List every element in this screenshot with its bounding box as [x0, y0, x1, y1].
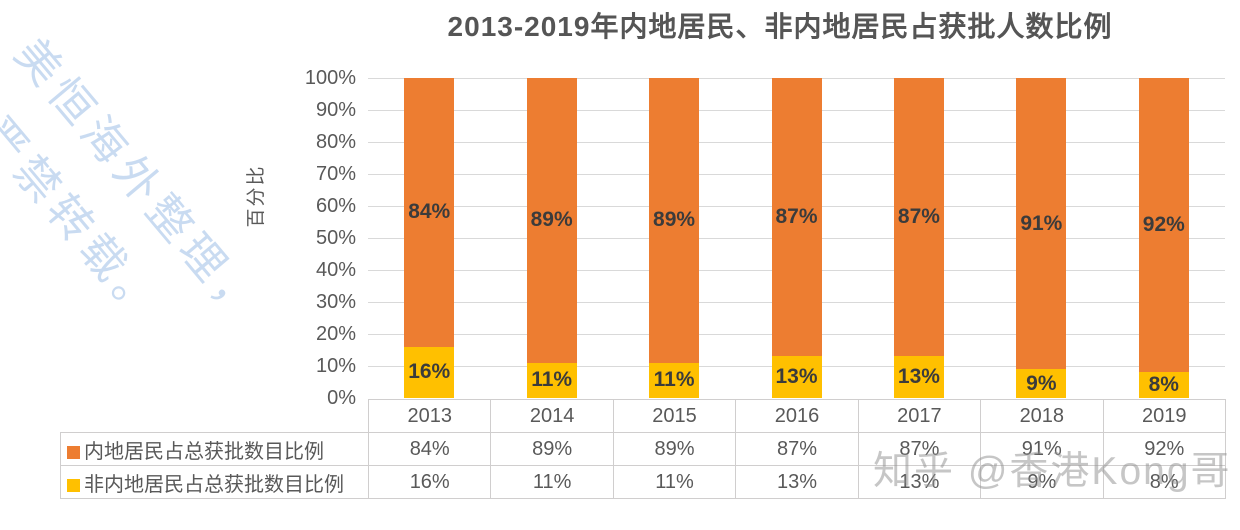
bar-segment-series2-2015: 11%: [649, 362, 700, 398]
bar-segment-series2-2014: 11%: [526, 362, 577, 398]
table-cell-value: 11%: [490, 465, 614, 499]
x-axis-label: 2014: [490, 399, 614, 433]
y-tick-label: 60%: [315, 195, 356, 217]
x-axis-label: 2015: [612, 399, 737, 433]
bar-segment-series2-2017: 13%: [893, 356, 944, 398]
data-label: 91%: [1020, 211, 1063, 235]
plot-area: 84% 16% 89% 11% 89% 11% 87% 13% 87% 13% 91% 9% 92% 8%: [368, 78, 1225, 398]
data-label: 84%: [408, 200, 451, 224]
data-label: 13%: [775, 365, 818, 389]
table-row-series1: 内地居民占总获批数目比例 84% 89% 89% 87% 87% 91% 92%: [60, 432, 1226, 466]
bar-segment-series2-2018: 9%: [1016, 369, 1067, 398]
bar-2014: 89% 11%: [526, 78, 577, 398]
legend-label: 非内地居民占总获批数目比例: [60, 465, 369, 499]
diagonal-watermark-line2: 严禁转载。: [0, 107, 173, 335]
table-row-series2: 非内地居民占总获批数目比例 16% 11% 11% 13% 13% 9% 8%: [60, 465, 1226, 499]
table-cell-value: 89%: [612, 432, 737, 466]
table-cell-value: 8%: [1102, 465, 1226, 499]
table-cell-value: 87%: [857, 432, 982, 466]
bar-segment-series1-2014: 89%: [526, 78, 577, 363]
data-label: 8%: [1148, 373, 1179, 397]
x-axis-label: 2017: [857, 399, 982, 433]
data-label: 9%: [1026, 371, 1057, 395]
y-tick-label: 100%: [304, 67, 356, 89]
data-label: 89%: [653, 208, 696, 232]
y-tick-label: 20%: [315, 323, 356, 345]
data-label: 89%: [530, 208, 573, 232]
x-axis-label: 2018: [980, 399, 1104, 433]
data-label: 11%: [531, 368, 573, 392]
chart-title: 2013-2019年内地居民、非内地居民占获批人数比例: [447, 11, 1113, 42]
bar-segment-series1-2013: 84%: [404, 78, 455, 347]
bar-segment-series2-2013: 16%: [404, 346, 455, 398]
table-cell-value: 92%: [1102, 432, 1226, 466]
table-cell-value: 91%: [980, 432, 1104, 466]
y-tick-label: 0%: [327, 387, 356, 409]
table-cell-value: 11%: [612, 465, 737, 499]
table-cell-value: 89%: [490, 432, 614, 466]
legend-color-swatch-icon: [67, 445, 80, 459]
bar-2015: 89% 11%: [649, 78, 700, 398]
bar-2016: 87% 13%: [771, 78, 822, 398]
y-tick-label: 30%: [315, 291, 356, 313]
y-tick-label: 90%: [315, 99, 356, 121]
x-axis-label: 2016: [735, 399, 859, 433]
bar-2013: 84% 16%: [404, 78, 455, 398]
bar-segment-series1-2018: 91%: [1016, 78, 1067, 370]
table-cell-value: 13%: [857, 465, 982, 499]
data-label: 11%: [653, 368, 695, 392]
table-cell-value: 16%: [367, 465, 492, 499]
y-tick-label: 40%: [315, 259, 356, 281]
table-cell-value: 87%: [735, 432, 859, 466]
y-tick-label: 10%: [315, 355, 356, 377]
y-tick-label: 70%: [315, 163, 356, 185]
bar-2019: 92% 8%: [1138, 78, 1189, 398]
y-tick-label: 80%: [315, 131, 356, 153]
data-label: 13%: [897, 365, 940, 389]
bar-segment-series1-2017: 87%: [893, 78, 944, 357]
x-axis-label: 2019: [1102, 399, 1226, 433]
bar-2018: 91% 9%: [1016, 78, 1067, 398]
legend-label: 内地居民占总获批数目比例: [60, 432, 369, 466]
data-table: 2013 2014 2015 2016 2017 2018 2019 内地居民占总获批数目比例…: [60, 399, 1226, 499]
bar-segment-series1-2015: 89%: [649, 78, 700, 363]
data-label: 92%: [1142, 213, 1185, 237]
table-cell-value: 13%: [735, 465, 859, 499]
bar-2017: 87% 13%: [893, 78, 944, 398]
table-cell-value: 84%: [367, 432, 492, 466]
bar-segment-series1-2019: 92%: [1138, 78, 1189, 373]
legend-color-swatch-icon: [67, 478, 80, 492]
table-cell-value: 9%: [980, 465, 1104, 499]
data-label: 16%: [408, 360, 451, 384]
data-label: 87%: [775, 205, 818, 229]
y-tick-label: 50%: [315, 227, 356, 249]
data-label: 87%: [897, 205, 940, 229]
table-row-years: 2013 2014 2015 2016 2017 2018 2019: [61, 399, 1226, 433]
x-axis-label: 2013: [367, 399, 492, 433]
bar-segment-series2-2019: 8%: [1138, 372, 1189, 398]
bar-segment-series2-2016: 13%: [771, 356, 822, 398]
bar-segment-series1-2016: 87%: [771, 78, 822, 357]
